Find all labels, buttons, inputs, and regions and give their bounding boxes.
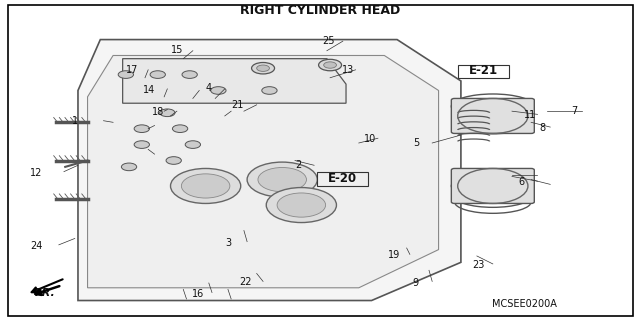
Circle shape: [182, 71, 197, 78]
Circle shape: [324, 62, 337, 68]
Circle shape: [181, 174, 230, 198]
Circle shape: [150, 71, 165, 78]
Text: 16: 16: [192, 289, 204, 299]
Text: 3: 3: [225, 238, 231, 248]
Text: 12: 12: [30, 168, 43, 178]
Text: 21: 21: [231, 100, 244, 110]
Circle shape: [134, 125, 149, 133]
Circle shape: [262, 87, 277, 94]
Text: 25: 25: [322, 36, 335, 46]
Circle shape: [185, 141, 201, 148]
Text: 23: 23: [472, 260, 485, 270]
Text: 7: 7: [571, 106, 578, 116]
Circle shape: [172, 125, 188, 133]
Circle shape: [251, 63, 274, 74]
Text: 24: 24: [30, 241, 43, 251]
FancyBboxPatch shape: [451, 169, 535, 204]
Polygon shape: [88, 56, 438, 288]
FancyBboxPatch shape: [451, 99, 535, 134]
Text: 14: 14: [144, 85, 156, 95]
Circle shape: [211, 87, 226, 94]
Text: 17: 17: [126, 65, 138, 75]
Text: 8: 8: [540, 123, 545, 133]
Text: 2: 2: [295, 160, 301, 170]
Text: RIGHT CYLINDER HEAD: RIGHT CYLINDER HEAD: [240, 4, 401, 17]
Text: 19: 19: [388, 250, 400, 260]
Polygon shape: [122, 59, 346, 103]
Text: E-20: E-20: [328, 171, 358, 185]
Text: 13: 13: [342, 65, 354, 75]
Text: 9: 9: [412, 278, 418, 288]
Circle shape: [166, 157, 181, 164]
Circle shape: [121, 163, 137, 171]
Circle shape: [247, 162, 317, 197]
Circle shape: [256, 65, 269, 71]
Circle shape: [134, 141, 149, 148]
Circle shape: [266, 187, 337, 222]
Text: E-21: E-21: [469, 64, 498, 77]
Text: 10: 10: [364, 134, 376, 144]
Text: 5: 5: [413, 138, 419, 148]
Circle shape: [160, 109, 175, 117]
Circle shape: [103, 84, 385, 224]
Text: 22: 22: [239, 277, 251, 287]
Polygon shape: [78, 39, 461, 300]
Circle shape: [258, 168, 306, 192]
Text: 6: 6: [519, 177, 524, 187]
Text: 11: 11: [524, 110, 536, 120]
Text: 15: 15: [171, 45, 183, 55]
Text: FR.: FR.: [35, 288, 55, 298]
Text: 1: 1: [72, 116, 78, 126]
Circle shape: [319, 59, 342, 71]
Circle shape: [277, 193, 326, 217]
Text: 4: 4: [206, 83, 212, 93]
Text: 18: 18: [152, 107, 164, 117]
Circle shape: [118, 71, 133, 78]
Text: MCSEE0200A: MCSEE0200A: [492, 299, 557, 309]
Circle shape: [171, 169, 241, 204]
